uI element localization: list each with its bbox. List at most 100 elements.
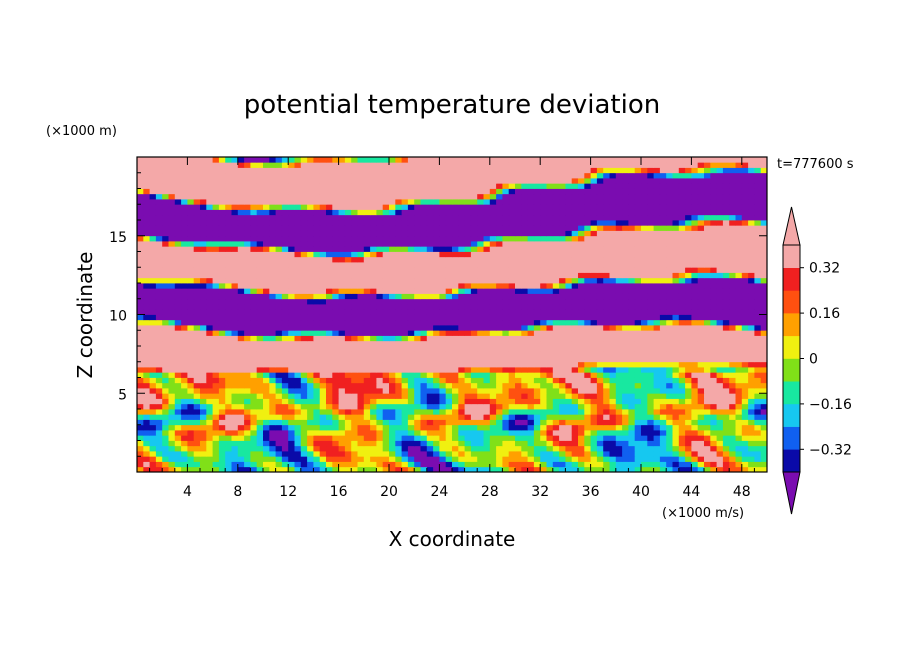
- field-cell: [653, 382, 661, 389]
- field-cell: [363, 435, 371, 441]
- field-cell: [546, 298, 554, 305]
- field-cell: [584, 435, 591, 441]
- field-cell: [704, 340, 711, 347]
- field-cell: [269, 220, 276, 226]
- field-cell: [200, 346, 207, 352]
- field-cell: [433, 235, 440, 242]
- field-cell: [666, 256, 673, 263]
- field-cell: [389, 466, 396, 472]
- field-cell: [685, 430, 692, 436]
- field-cell: [294, 456, 302, 462]
- field-cell: [533, 251, 541, 258]
- field-cell: [508, 419, 516, 426]
- field-cell: [496, 293, 503, 300]
- field-cell: [420, 430, 428, 436]
- field-cell: [515, 288, 522, 294]
- field-cell: [659, 277, 667, 284]
- field-cell: [193, 335, 201, 342]
- field-cell: [666, 346, 673, 352]
- field-cell: [659, 346, 667, 352]
- field-cell: [401, 325, 409, 331]
- field-cell: [351, 314, 358, 321]
- field-cell: [754, 466, 762, 472]
- field-cell: [741, 283, 749, 289]
- field-cell: [470, 377, 478, 384]
- field-cell: [288, 235, 295, 242]
- field-cell: [628, 340, 636, 347]
- field-cell: [565, 267, 573, 273]
- field-cell: [174, 304, 182, 310]
- field-cell: [294, 356, 302, 363]
- field-cell: [609, 351, 617, 357]
- field-cell: [344, 409, 352, 415]
- field-cell: [155, 351, 163, 357]
- field-cell: [489, 335, 497, 342]
- field-cell: [546, 456, 554, 462]
- field-cell: [445, 377, 453, 384]
- field-cell: [288, 346, 295, 352]
- field-cell: [584, 304, 591, 310]
- field-cell: [168, 382, 176, 389]
- field-cell: [748, 214, 755, 221]
- field-cell: [193, 314, 201, 321]
- field-cell: [559, 403, 566, 410]
- field-cell: [458, 398, 465, 405]
- field-cell: [552, 267, 560, 273]
- field-cell: [288, 445, 295, 452]
- field-cell: [571, 246, 579, 252]
- field-cell: [256, 225, 264, 231]
- field-cell: [565, 424, 573, 431]
- field-cell: [546, 277, 554, 284]
- field-cell: [155, 424, 163, 431]
- field-cell: [143, 356, 150, 363]
- field-cell: [218, 319, 226, 326]
- field-cell: [401, 340, 409, 347]
- field-cell: [250, 230, 258, 237]
- field-cell: [603, 461, 610, 468]
- field-cell: [237, 293, 245, 300]
- field-cell: [741, 456, 749, 462]
- field-cell: [244, 367, 251, 373]
- field-cell: [225, 377, 232, 384]
- field-cell: [697, 456, 705, 462]
- field-cell: [439, 283, 447, 289]
- field-cell: [521, 335, 528, 342]
- field-cell: [225, 272, 232, 279]
- field-cell: [754, 293, 762, 300]
- field-cell: [401, 230, 409, 237]
- field-cell: [363, 225, 371, 231]
- field-cell: [143, 351, 150, 357]
- field-cell: [760, 393, 767, 399]
- field-cell: [370, 461, 377, 468]
- field-cell: [496, 367, 503, 373]
- field-cell: [143, 435, 150, 441]
- field-cell: [187, 241, 195, 247]
- field-cell: [704, 356, 711, 363]
- field-cell: [149, 435, 157, 441]
- field-cell: [754, 382, 762, 389]
- field-cell: [590, 288, 598, 294]
- field-cell: [307, 225, 314, 231]
- field-cell: [722, 293, 730, 300]
- field-cell: [458, 361, 465, 368]
- field-cell: [256, 398, 264, 405]
- field-cell: [363, 403, 371, 410]
- field-cell: [231, 382, 239, 389]
- field-cell: [137, 335, 144, 342]
- field-cell: [439, 351, 447, 357]
- field-cell: [552, 445, 560, 452]
- field-cell: [319, 235, 327, 242]
- field-cell: [634, 424, 642, 431]
- field-cell: [294, 256, 302, 263]
- field-cell: [326, 372, 333, 378]
- field-cell: [433, 388, 440, 394]
- field-cell: [552, 435, 560, 441]
- field-cell: [407, 325, 415, 331]
- field-cell: [256, 456, 264, 462]
- field-cell: [162, 377, 169, 384]
- field-cell: [212, 361, 220, 368]
- field-cell: [357, 398, 365, 405]
- field-cell: [710, 361, 717, 368]
- field-cell: [225, 361, 232, 368]
- field-cell: [735, 388, 743, 394]
